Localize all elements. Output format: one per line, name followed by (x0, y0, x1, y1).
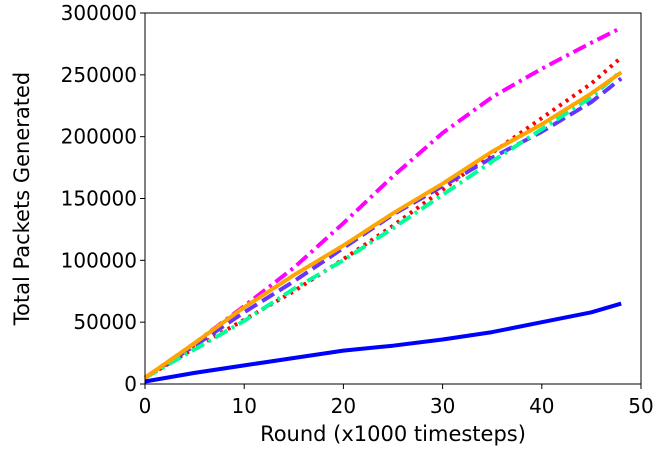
y-tick-label: 200000 (61, 125, 137, 149)
x-tick-label: 40 (529, 394, 554, 418)
series-line-5 (143, 70, 623, 380)
plot-series-group (143, 26, 623, 384)
x-tick-label: 50 (628, 394, 653, 418)
x-axis-label: Round (x1000 timesteps) (260, 422, 526, 446)
x-tick-label: 0 (139, 394, 152, 418)
y-axis-label: Total Packets Generated (10, 72, 34, 326)
y-tick-label: 100000 (61, 248, 137, 272)
series-line-4 (144, 69, 623, 380)
x-tick-label: 10 (231, 394, 256, 418)
y-tick-label: 300000 (61, 1, 137, 25)
y-tick-label: 150000 (61, 187, 137, 211)
x-axis-ticks: 0 10 20 30 40 50 (139, 384, 654, 418)
y-tick-label: 250000 (61, 63, 137, 87)
y-tick-label: 50000 (73, 310, 137, 334)
series-line-3 (143, 76, 623, 380)
x-tick-label: 20 (331, 394, 356, 418)
y-axis-ticks: 0 50000 100000 150000 200000 250000 300000 (61, 1, 145, 396)
x-tick-label: 30 (430, 394, 455, 418)
y-tick-label: 0 (124, 372, 137, 396)
series-line-6 (144, 301, 622, 384)
